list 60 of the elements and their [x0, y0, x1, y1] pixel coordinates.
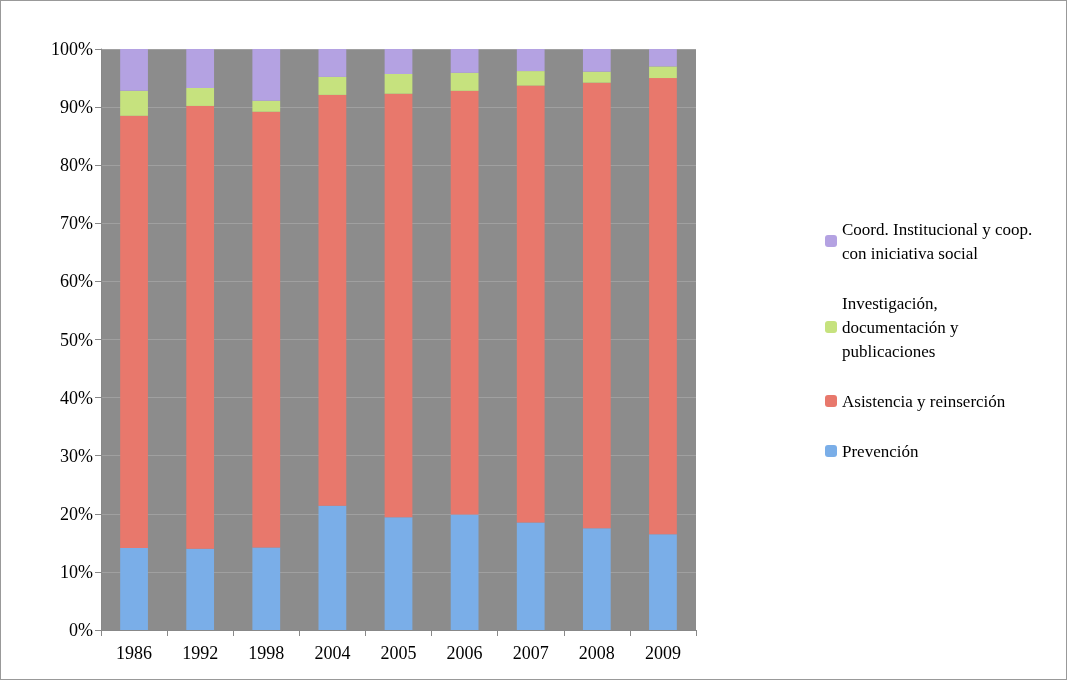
x-tick-label: 2005 [380, 643, 417, 663]
y-tick-label: 60% [60, 271, 93, 292]
bar [582, 528, 611, 630]
y-tick-label: 40% [60, 387, 93, 408]
x-tick-label: 2009 [644, 643, 681, 663]
bar [582, 49, 611, 72]
y-tick-label: 70% [60, 213, 93, 234]
x-tick-label: 2008 [578, 643, 615, 663]
x-tick-label: 1992 [182, 643, 219, 663]
y-tick-label: 80% [60, 155, 93, 176]
bar [120, 49, 148, 91]
bar [252, 49, 281, 101]
y-tick-label: 90% [60, 97, 93, 118]
bar [318, 505, 347, 630]
bar [384, 49, 413, 74]
bar [649, 534, 677, 630]
bar [384, 93, 413, 518]
bar [318, 49, 347, 77]
bar [649, 66, 677, 79]
x-tick-label: 1986 [116, 643, 153, 663]
bar [450, 90, 479, 515]
bar [252, 547, 281, 630]
bar [252, 111, 281, 548]
bar [582, 71, 611, 83]
y-tick-label: 30% [60, 445, 93, 466]
y-tick-label: 20% [60, 503, 93, 524]
bar [516, 49, 545, 72]
bar [516, 71, 545, 86]
legend-label: Asistencia y reinserción [842, 391, 1006, 411]
y-tick-label: 50% [60, 329, 93, 350]
bar [186, 87, 215, 106]
bar [318, 76, 347, 95]
x-tick-label: 2004 [314, 643, 351, 663]
bar [186, 49, 215, 88]
bar [450, 49, 479, 73]
legend-label: Prevención [842, 441, 919, 461]
bar [186, 548, 215, 630]
x-tick-label: 2006 [446, 643, 483, 663]
bar [384, 517, 413, 630]
bar [120, 90, 148, 116]
bar [252, 100, 281, 112]
y-tick-label: 10% [60, 561, 93, 582]
legend-label: Coord. Institucional y coop. con iniciativa social [842, 219, 1037, 263]
bar [582, 82, 611, 529]
x-tick-label: 2007 [512, 643, 549, 663]
bar [186, 105, 215, 549]
x-tick-label: 1998 [248, 643, 285, 663]
bar [649, 78, 677, 535]
bar [450, 514, 479, 630]
bar [516, 522, 545, 630]
bar [120, 548, 148, 630]
y-tick-label: 100% [51, 39, 93, 59]
y-tick-label: 0% [69, 620, 93, 640]
legend-label: Investigación, documentación y publicaciones [842, 293, 963, 361]
bar [516, 85, 545, 523]
bar [649, 49, 677, 67]
bar [120, 115, 148, 549]
bar [450, 72, 479, 91]
bar [384, 73, 413, 94]
bar [318, 94, 347, 506]
